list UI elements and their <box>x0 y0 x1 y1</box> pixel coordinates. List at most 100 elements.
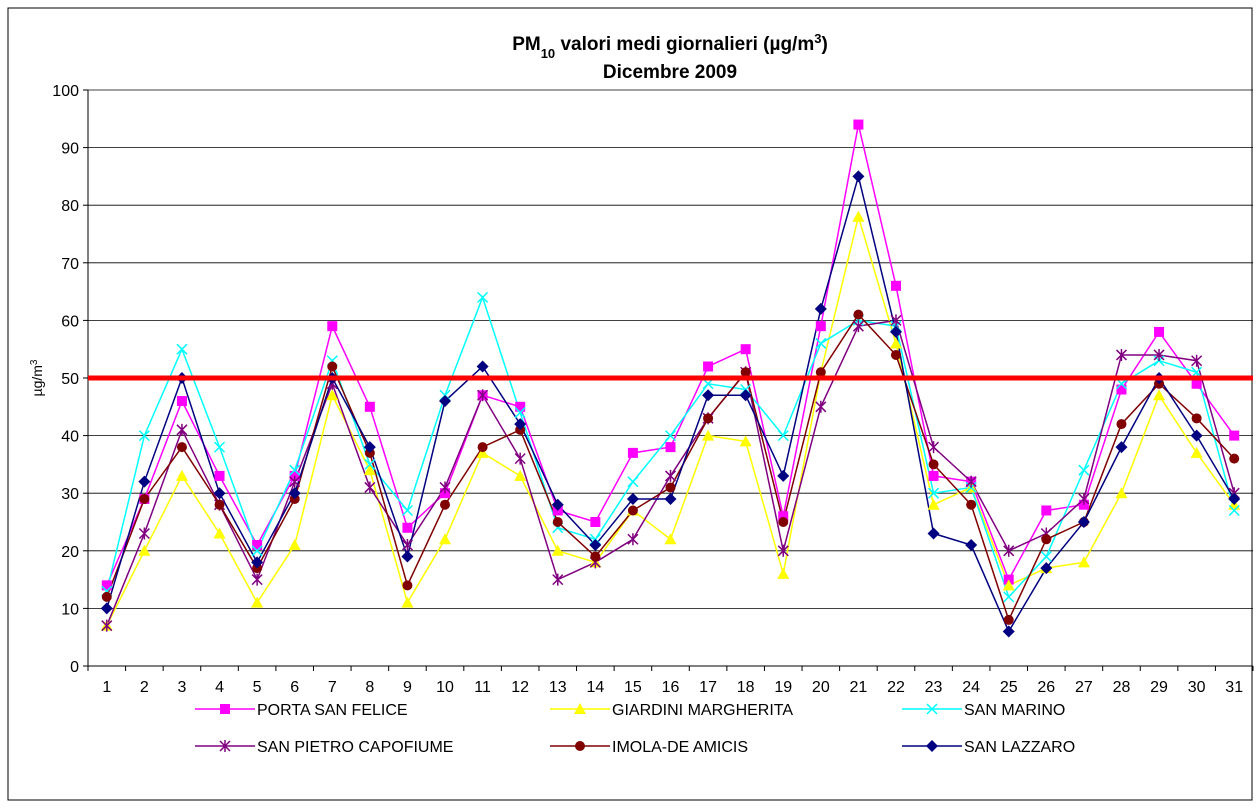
marker <box>1040 551 1052 563</box>
marker <box>214 441 226 453</box>
marker <box>402 522 413 533</box>
marker <box>627 447 638 458</box>
marker <box>740 367 751 378</box>
x-tick-label: 1 <box>102 679 111 696</box>
marker <box>477 389 489 402</box>
x-tick-label: 24 <box>962 679 980 696</box>
x-tick-label: 12 <box>511 679 529 696</box>
marker <box>627 533 639 546</box>
marker <box>514 407 526 419</box>
marker <box>289 464 301 476</box>
marker <box>364 481 376 494</box>
title-part: 10 <box>541 46 555 61</box>
marker <box>703 413 714 424</box>
marker <box>1041 505 1052 516</box>
marker <box>552 517 563 527</box>
marker <box>401 539 413 552</box>
marker <box>1002 625 1015 638</box>
x-tick-label: 31 <box>1225 679 1243 696</box>
marker <box>1002 579 1015 591</box>
marker <box>1116 419 1127 430</box>
marker <box>175 469 188 481</box>
y-axis-label: µg/m3 <box>29 359 46 396</box>
marker <box>777 469 790 482</box>
marker <box>1078 492 1090 505</box>
marker <box>665 482 676 493</box>
marker <box>1003 544 1015 557</box>
marker <box>1077 556 1090 568</box>
marker <box>889 325 902 338</box>
x-tick-label: 29 <box>1150 679 1168 696</box>
marker <box>138 527 150 540</box>
marker <box>100 602 113 615</box>
legend-label: SAN MARINO <box>964 702 1065 719</box>
title-part: PM <box>512 34 541 55</box>
x-tick-label: 5 <box>253 679 262 696</box>
marker <box>1191 413 1202 424</box>
x-tick-label: 22 <box>887 679 905 696</box>
marker <box>213 487 226 500</box>
marker <box>1229 453 1240 464</box>
y-tick-label: 80 <box>61 198 79 215</box>
marker <box>1003 591 1015 603</box>
x-tick-label: 23 <box>925 679 943 696</box>
x-tick-label: 21 <box>850 679 868 696</box>
marker <box>590 517 601 527</box>
marker <box>252 540 263 551</box>
y-tick-label: 90 <box>61 141 79 158</box>
x-tick-label: 15 <box>624 679 642 696</box>
marker <box>777 430 789 442</box>
marker <box>176 343 188 355</box>
title-part: ) <box>821 34 827 55</box>
marker <box>1190 429 1203 442</box>
marker <box>364 458 376 470</box>
marker <box>928 459 939 470</box>
marker <box>138 430 150 442</box>
marker <box>928 470 939 481</box>
marker <box>440 499 451 510</box>
marker <box>890 349 901 360</box>
marker <box>927 498 940 510</box>
marker <box>814 302 827 315</box>
marker <box>1154 326 1165 337</box>
x-tick-label: 25 <box>1000 679 1018 696</box>
marker <box>966 499 977 510</box>
marker <box>739 389 752 402</box>
marker <box>514 418 527 431</box>
marker <box>965 475 977 488</box>
x-tick-label: 7 <box>328 679 337 696</box>
y-tick-label: 40 <box>61 429 79 446</box>
marker <box>251 545 263 557</box>
x-tick-label: 19 <box>774 679 792 696</box>
legend-label: SAN LAZZARO <box>964 739 1075 756</box>
marker <box>890 314 902 327</box>
marker <box>703 361 714 372</box>
marker <box>1153 389 1166 401</box>
marker <box>401 550 414 563</box>
marker <box>1077 516 1090 528</box>
marker <box>288 539 301 551</box>
chart-title: PM10 valori medi giornalieri (µg/m3) <box>512 31 828 61</box>
y-tick-label: 60 <box>61 313 79 330</box>
marker <box>889 337 902 349</box>
chart-border <box>7 7 1253 801</box>
marker <box>1190 446 1203 458</box>
x-tick-label: 8 <box>365 679 374 696</box>
marker <box>1115 441 1128 454</box>
marker <box>1228 504 1240 517</box>
marker <box>552 573 564 586</box>
marker <box>852 320 864 333</box>
legend-label: IMOLA-DE AMICIS <box>612 739 748 756</box>
marker <box>363 464 376 476</box>
marker <box>589 539 602 552</box>
marker <box>890 280 901 291</box>
marker <box>514 469 527 481</box>
marker <box>251 573 263 586</box>
marker <box>551 498 564 511</box>
x-tick-label: 17 <box>699 679 717 696</box>
marker <box>777 567 790 579</box>
marker <box>778 511 789 522</box>
marker <box>213 527 226 539</box>
marker <box>928 487 940 499</box>
